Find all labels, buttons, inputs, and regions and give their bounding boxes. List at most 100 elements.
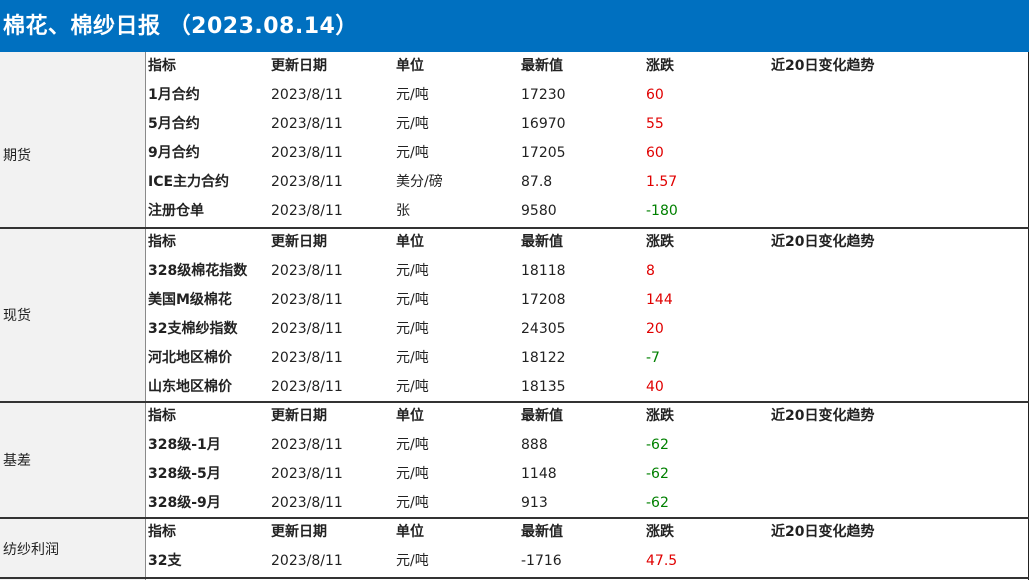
header-name: 指标 — [148, 408, 176, 424]
unit: 元/吨 — [396, 350, 429, 366]
indicator-name: 河北地区棉价 — [148, 350, 232, 366]
change-value: 55 — [646, 116, 664, 132]
update-date: 2023/8/11 — [271, 553, 343, 569]
latest-value: 913 — [521, 495, 548, 511]
change-value: -7 — [646, 350, 660, 366]
update-date: 2023/8/11 — [271, 350, 343, 366]
latest-value: 18118 — [521, 263, 566, 279]
table-row: 328级-9月 2023/8/11 元/吨 913 -62 — [146, 489, 1028, 518]
change-value: -62 — [646, 437, 669, 453]
indicator-name: 注册仓单 — [148, 203, 204, 219]
latest-value: 17230 — [521, 87, 566, 103]
header-value: 最新值 — [521, 408, 563, 424]
table-header-row: 指标 更新日期 单位 最新值 涨跌 近20日变化趋势 — [146, 52, 1028, 81]
header-value: 最新值 — [521, 58, 563, 74]
header-date: 更新日期 — [271, 58, 327, 74]
indicator-name: 9月合约 — [148, 145, 200, 161]
table-row: 32支棉纱指数 2023/8/11 元/吨 24305 20 — [146, 315, 1028, 344]
header-trend: 近20日变化趋势 — [771, 234, 875, 250]
latest-value: 17205 — [521, 145, 566, 161]
unit: 元/吨 — [396, 437, 429, 453]
header-trend: 近20日变化趋势 — [771, 408, 875, 424]
header-unit: 单位 — [396, 408, 424, 424]
indicator-name: 328级-1月 — [148, 437, 221, 453]
update-date: 2023/8/11 — [271, 379, 343, 395]
latest-value: 18122 — [521, 350, 566, 366]
section-2: 现货 — [0, 228, 1029, 402]
section-1: 期货 — [0, 82, 1029, 228]
update-date: 2023/8/11 — [271, 203, 343, 219]
change-value: 60 — [646, 145, 664, 161]
table-row: 9月合约 2023/8/11 元/吨 17205 60 — [146, 139, 1028, 168]
header-value: 最新值 — [521, 524, 563, 540]
table-row: 5月合约 2023/8/11 元/吨 16970 55 — [146, 110, 1028, 139]
indicator-name: 32支 — [148, 553, 182, 569]
header-change: 涨跌 — [646, 58, 674, 74]
update-date: 2023/8/11 — [271, 116, 343, 132]
section-divider — [0, 227, 1029, 229]
update-date: 2023/8/11 — [271, 292, 343, 308]
header-unit: 单位 — [396, 58, 424, 74]
update-date: 2023/8/11 — [271, 145, 343, 161]
unit: 元/吨 — [396, 553, 429, 569]
update-date: 2023/8/11 — [271, 495, 343, 511]
indicator-name: 5月合约 — [148, 116, 200, 132]
unit: 元/吨 — [396, 292, 429, 308]
table-bottom-border — [0, 577, 1029, 579]
latest-value: 87.8 — [521, 174, 553, 190]
latest-value: 888 — [521, 437, 548, 453]
change-value: -62 — [646, 466, 669, 482]
header-change: 涨跌 — [646, 234, 674, 250]
latest-value: 17208 — [521, 292, 566, 308]
section-category-label: 纺纱利润 — [0, 518, 146, 580]
change-value: 47.5 — [646, 553, 678, 569]
indicator-name: 328级-9月 — [148, 495, 221, 511]
indicator-name: 328级棉花指数 — [148, 263, 248, 279]
header-unit: 单位 — [396, 524, 424, 540]
unit: 元/吨 — [396, 116, 429, 132]
indicator-name: 1月合约 — [148, 87, 200, 103]
unit: 元/吨 — [396, 145, 429, 161]
header-name: 指标 — [148, 234, 176, 250]
unit: 元/吨 — [396, 379, 429, 395]
change-value: 1.57 — [646, 174, 678, 190]
unit: 元/吨 — [396, 466, 429, 482]
header-name: 指标 — [148, 58, 176, 74]
table-row: 1月合约 2023/8/11 元/吨 17230 60 — [146, 81, 1028, 110]
latest-value: 1148 — [521, 466, 557, 482]
update-date: 2023/8/11 — [271, 263, 343, 279]
indicator-name: ICE主力合约 — [148, 174, 230, 190]
section-3: 基差 — [0, 402, 1029, 518]
unit: 元/吨 — [396, 495, 429, 511]
table-header-row: 指标 更新日期 单位 最新值 涨跌 近20日变化趋势 — [146, 402, 1028, 431]
table-row: 注册仓单 2023/8/11 张 9580 -180 — [146, 197, 1028, 226]
change-value: 8 — [646, 263, 655, 279]
report-title: 棉花、棉纱日报 （2023.08.14） — [0, 0, 1029, 52]
header-unit: 单位 — [396, 234, 424, 250]
table-row: 328级棉花指数 2023/8/11 元/吨 18118 8 — [146, 257, 1028, 286]
change-value: -62 — [646, 495, 669, 511]
table-right-border — [1028, 52, 1029, 580]
header-change: 涨跌 — [646, 408, 674, 424]
table-header-row: 指标 更新日期 单位 最新值 涨跌 近20日变化趋势 — [146, 228, 1028, 257]
section-divider — [0, 517, 1029, 519]
section-divider — [0, 401, 1029, 403]
header-trend: 近20日变化趋势 — [771, 524, 875, 540]
section-category-label: 现货 — [0, 228, 146, 402]
header-trend: 近20日变化趋势 — [771, 58, 875, 74]
update-date: 2023/8/11 — [271, 466, 343, 482]
change-value: 60 — [646, 87, 664, 103]
unit: 元/吨 — [396, 263, 429, 279]
latest-value: -1716 — [521, 553, 562, 569]
table-row: 山东地区棉价 2023/8/11 元/吨 18135 40 — [146, 373, 1028, 402]
header-value: 最新值 — [521, 234, 563, 250]
indicator-name: 32支棉纱指数 — [148, 321, 238, 337]
header-date: 更新日期 — [271, 524, 327, 540]
table-header-row: 指标 更新日期 单位 最新值 涨跌 近20日变化趋势 — [146, 518, 1028, 547]
update-date: 2023/8/11 — [271, 87, 343, 103]
table-row: 河北地区棉价 2023/8/11 元/吨 18122 -7 — [146, 344, 1028, 373]
update-date: 2023/8/11 — [271, 174, 343, 190]
change-value: -180 — [646, 203, 678, 219]
change-value: 40 — [646, 379, 664, 395]
unit: 元/吨 — [396, 87, 429, 103]
